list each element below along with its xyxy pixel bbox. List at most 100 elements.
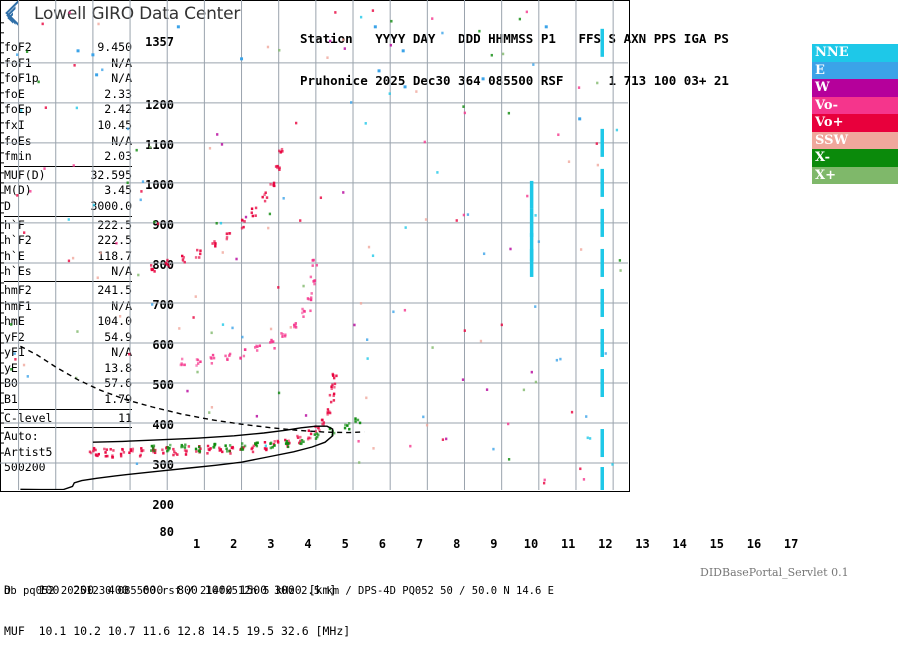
legend-item-ssw[interactable]: SSW (812, 131, 898, 149)
legend-item-vo-[interactable]: Vo+ (812, 114, 898, 132)
echo-pixel (112, 449, 115, 452)
echo-pixel (311, 264, 314, 267)
echo-pixel (242, 354, 246, 358)
echo-pixel (150, 449, 153, 452)
ionogram-plot[interactable] (0, 0, 630, 492)
legend-item-w[interactable]: W (812, 79, 898, 97)
echo-pixel (251, 214, 255, 218)
noise-pixel (431, 17, 434, 20)
param-row: h`F 222.5 (4, 218, 132, 234)
x-tick-label: 5 (341, 537, 349, 551)
param-value: N/A (111, 71, 132, 86)
echo-pixel (278, 149, 281, 153)
x-axis: 1 2 3 4 5 6 7 8 9 10 11 12 13 14 15 16 17 (177, 537, 809, 555)
noise-pixel (73, 64, 76, 67)
noise-pixel (215, 221, 218, 225)
echo-pixel (269, 441, 273, 445)
param-name: M(D) (4, 183, 32, 198)
echo-pixel (183, 260, 186, 264)
echo-pixel (168, 446, 171, 450)
noise-pixel (118, 315, 122, 318)
echo-pixel (263, 199, 267, 203)
noise-pixel (478, 29, 481, 33)
echo-pixel (302, 440, 305, 444)
legend-item-x-[interactable]: X- (812, 149, 898, 167)
echo-pixel (544, 25, 548, 29)
param-divider (4, 427, 132, 429)
echo-pixel (274, 165, 278, 168)
noise-pixel (445, 437, 448, 441)
echo-pixel (106, 454, 109, 458)
x-tick-label: 8 (453, 537, 461, 551)
noise-pixel (490, 53, 493, 57)
echo-pixel (529, 248, 534, 277)
noise-pixel (29, 189, 32, 193)
noise-pixel (371, 9, 375, 12)
echo-pixel (176, 25, 180, 29)
echo-pixel (314, 430, 317, 433)
param-value: 11 (118, 410, 132, 425)
param-name: hmF2 (4, 282, 32, 297)
echo-pixel (600, 429, 604, 458)
noise-pixel (555, 358, 559, 362)
echo-pixel (286, 445, 290, 449)
echo-pixel (403, 85, 407, 89)
echo-pixel (328, 411, 332, 415)
noise-pixel (372, 447, 375, 450)
echo-pixel (600, 288, 604, 317)
noise-pixel (388, 92, 391, 95)
legend-item-nne[interactable]: NNE (812, 44, 898, 62)
param-name: foEp (4, 102, 32, 117)
noise-pixel (350, 101, 353, 104)
echo-pixel (119, 452, 123, 456)
echo-pixel (187, 445, 191, 448)
noise-pixel (462, 105, 465, 108)
echo-pixel (195, 450, 198, 453)
echo-pixel (321, 418, 324, 422)
param-row: h`Es N/A (4, 264, 132, 280)
noise-pixel (579, 467, 582, 471)
echo-pixel (240, 445, 244, 449)
noise-pixel (557, 133, 560, 137)
noise-pixel (282, 196, 285, 200)
echo-pixel (276, 166, 279, 170)
echo-pixel (280, 147, 284, 151)
echo-pixel (255, 441, 258, 445)
echo-pixel (255, 349, 259, 352)
noise-pixel (216, 133, 219, 136)
echo-pixel (198, 450, 201, 454)
echo-pixel (152, 444, 156, 448)
noise-pixel (518, 17, 522, 21)
legend-item-x-[interactable]: X+ (812, 166, 898, 184)
echo-pixel (210, 362, 214, 365)
noise-pixel (299, 219, 302, 222)
echo-pixel (271, 340, 275, 343)
noise-pixel (326, 56, 329, 59)
noise-pixel (343, 47, 346, 50)
legend-item-e[interactable]: E (812, 61, 898, 79)
param-divider (4, 215, 132, 217)
noise-pixel (37, 80, 40, 84)
param-row: yF2 54.9 (4, 330, 132, 346)
noise-pixel (196, 370, 199, 374)
param-value: N/A (111, 264, 132, 279)
noise-pixel (559, 357, 562, 361)
echo-pixel (529, 180, 534, 209)
legend-item-vo-[interactable]: Vo- (812, 96, 898, 114)
echo-pixel (281, 332, 284, 336)
param-name: fxI (4, 117, 25, 132)
echo-pixel (276, 164, 279, 168)
servlet-version-label: DIDBasePortal_Servlet 0.1 (700, 566, 849, 579)
echo-pixel (335, 374, 338, 378)
echo-pixel (199, 360, 202, 364)
echo-pixel (213, 240, 216, 243)
echo-pixel (129, 448, 132, 451)
source-footer: db pq052 20251230 085500.rsf / 214fx512h… (4, 585, 554, 597)
noise-pixel (295, 121, 298, 125)
noise-pixel (186, 389, 189, 393)
echo-pixel (131, 449, 134, 453)
echo-pixel (356, 418, 360, 422)
param-value: 222.5 (97, 233, 132, 248)
echo-pixel (296, 434, 299, 438)
x-tick-label: 6 (378, 537, 386, 551)
